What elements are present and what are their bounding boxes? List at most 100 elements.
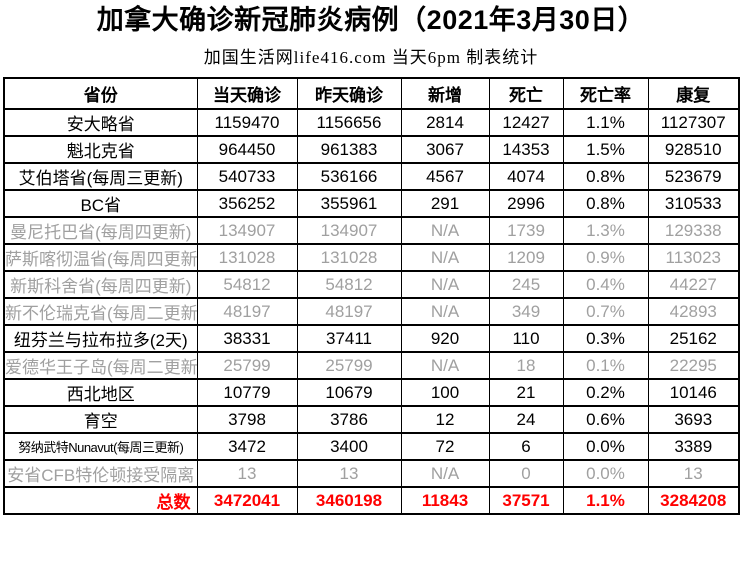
covid-stats-table: 省份 当天确诊 昨天确诊 新增 死亡 死亡率 康复 安大略省 1159470 1… <box>3 77 740 516</box>
new-cases-cell: N/A <box>400 243 490 273</box>
death-rate-cell: 0.0% <box>562 459 649 489</box>
deaths-cell: 24 <box>488 405 564 435</box>
recovered-cell: 22295 <box>647 351 740 381</box>
death-rate-cell: 1.3% <box>562 216 649 246</box>
table-row: 安大略省 1159470 1156656 2814 12427 1.1% 112… <box>3 108 740 138</box>
death-rate-cell: 1.1% <box>562 108 649 138</box>
death-rate-cell: 0.9% <box>562 243 649 273</box>
column-header-yesterday-cases: 昨天确诊 <box>296 77 402 111</box>
header-row: 省份 当天确诊 昨天确诊 新增 死亡 死亡率 康复 <box>3 77 740 111</box>
table-row: 爱德华王子岛(每周二更新) 25799 25799 N/A 18 0.1% 22… <box>3 351 740 381</box>
recovered-cell: 10146 <box>647 378 740 408</box>
deaths-cell: 349 <box>488 297 564 327</box>
new-cases-cell: 12 <box>400 405 490 435</box>
table-row: 纽芬兰与拉布拉多(2天) 38331 37411 920 110 0.3% 25… <box>3 324 740 354</box>
new-cases-cell: 2814 <box>400 108 490 138</box>
yesterday-cases-cell: 131028 <box>296 243 402 273</box>
death-rate-cell: 0.1% <box>562 351 649 381</box>
province-cell: 努纳武特Nunavut(每周三更新) <box>3 432 198 462</box>
new-cases-cell: 3067 <box>400 135 490 165</box>
province-cell: 安省CFB特伦顿接受隔离 <box>3 459 198 489</box>
province-cell: BC省 <box>3 189 198 219</box>
today-cases-total-cell: 3472041 <box>196 486 298 516</box>
today-cases-cell: 48197 <box>196 297 298 327</box>
today-cases-cell: 10779 <box>196 378 298 408</box>
deaths-cell: 110 <box>488 324 564 354</box>
province-cell: 纽芬兰与拉布拉多(2天) <box>3 324 198 354</box>
subtitle: 加国生活网life416.com 当天6pm 制表统计 <box>203 48 539 68</box>
new-cases-cell: N/A <box>400 297 490 327</box>
today-cases-cell: 3798 <box>196 405 298 435</box>
province-cell: 安大略省 <box>3 108 198 138</box>
table-row: 新不伦瑞克省(每周二更新) 48197 48197 N/A 349 0.7% 4… <box>3 297 740 327</box>
deaths-cell: 12427 <box>488 108 564 138</box>
column-header-new-cases: 新增 <box>400 77 490 111</box>
yesterday-cases-total-cell: 3460198 <box>296 486 402 516</box>
table-row: 新斯科舍省(每周四更新) 54812 54812 N/A 245 0.4% 44… <box>3 270 740 300</box>
new-cases-cell: N/A <box>400 351 490 381</box>
province-cell: 育空 <box>3 405 198 435</box>
column-header-recovered: 康复 <box>647 77 740 111</box>
page-title: 加拿大确诊新冠肺炎病例（2021年3月30日） <box>96 5 646 35</box>
table-row: 萨斯喀彻温省(每周四更新) 131028 131028 N/A 1209 0.9… <box>3 243 740 273</box>
today-cases-cell: 25799 <box>196 351 298 381</box>
deaths-cell: 4074 <box>488 162 564 192</box>
province-cell: 西北地区 <box>3 378 198 408</box>
province-cell: 新不伦瑞克省(每周二更新) <box>3 297 198 327</box>
today-cases-cell: 13 <box>196 459 298 489</box>
today-cases-cell: 54812 <box>196 270 298 300</box>
recovered-cell: 42893 <box>647 297 740 327</box>
recovered-cell: 44227 <box>647 270 740 300</box>
today-cases-cell: 540733 <box>196 162 298 192</box>
death-rate-cell: 1.5% <box>562 135 649 165</box>
deaths-total-cell: 37571 <box>488 486 564 516</box>
table-row: 安省CFB特伦顿接受隔离 13 13 N/A 0 0.0% 13 <box>3 459 740 489</box>
death-rate-cell: 0.3% <box>562 324 649 354</box>
yesterday-cases-cell: 134907 <box>296 216 402 246</box>
new-cases-cell: 920 <box>400 324 490 354</box>
new-cases-cell: 72 <box>400 432 490 462</box>
recovered-cell: 523679 <box>647 162 740 192</box>
today-cases-cell: 38331 <box>196 324 298 354</box>
today-cases-cell: 134907 <box>196 216 298 246</box>
recovered-cell: 1127307 <box>647 108 740 138</box>
recovered-cell: 3389 <box>647 432 740 462</box>
recovered-cell: 3693 <box>647 405 740 435</box>
recovered-cell: 310533 <box>647 189 740 219</box>
deaths-cell: 1209 <box>488 243 564 273</box>
new-cases-cell: N/A <box>400 216 490 246</box>
table-row: BC省 356252 355961 291 2996 0.8% 310533 <box>3 189 740 219</box>
table-row: 魁北克省 964450 961383 3067 14353 1.5% 92851… <box>3 135 740 165</box>
new-cases-cell: 291 <box>400 189 490 219</box>
totals-row: 总数 3472041 3460198 11843 37571 1.1% 3284… <box>3 486 740 516</box>
deaths-cell: 2996 <box>488 189 564 219</box>
death-rate-cell: 0.7% <box>562 297 649 327</box>
death-rate-cell: 0.6% <box>562 405 649 435</box>
today-cases-cell: 1159470 <box>196 108 298 138</box>
today-cases-cell: 3472 <box>196 432 298 462</box>
yesterday-cases-cell: 37411 <box>296 324 402 354</box>
today-cases-cell: 356252 <box>196 189 298 219</box>
column-header-death-rate: 死亡率 <box>562 77 649 111</box>
yesterday-cases-cell: 3400 <box>296 432 402 462</box>
province-cell: 艾伯塔省(每周三更新) <box>3 162 198 192</box>
column-header-deaths: 死亡 <box>488 77 564 111</box>
recovered-total-cell: 3284208 <box>647 486 740 516</box>
recovered-cell: 13 <box>647 459 740 489</box>
death-rate-cell: 0.8% <box>562 162 649 192</box>
table-row: 西北地区 10779 10679 100 21 0.2% 10146 <box>3 378 740 408</box>
recovered-cell: 928510 <box>647 135 740 165</box>
yesterday-cases-cell: 10679 <box>296 378 402 408</box>
today-cases-cell: 131028 <box>196 243 298 273</box>
province-cell: 新斯科舍省(每周四更新) <box>3 270 198 300</box>
table-row: 育空 3798 3786 12 24 0.6% 3693 <box>3 405 740 435</box>
deaths-cell: 1739 <box>488 216 564 246</box>
recovered-cell: 129338 <box>647 216 740 246</box>
totals-label: 总数 <box>3 486 198 516</box>
province-cell: 魁北克省 <box>3 135 198 165</box>
deaths-cell: 0 <box>488 459 564 489</box>
death-rate-cell: 0.0% <box>562 432 649 462</box>
column-header-today-cases: 当天确诊 <box>196 77 298 111</box>
province-cell: 曼尼托巴省(每周四更新) <box>3 216 198 246</box>
yesterday-cases-cell: 25799 <box>296 351 402 381</box>
